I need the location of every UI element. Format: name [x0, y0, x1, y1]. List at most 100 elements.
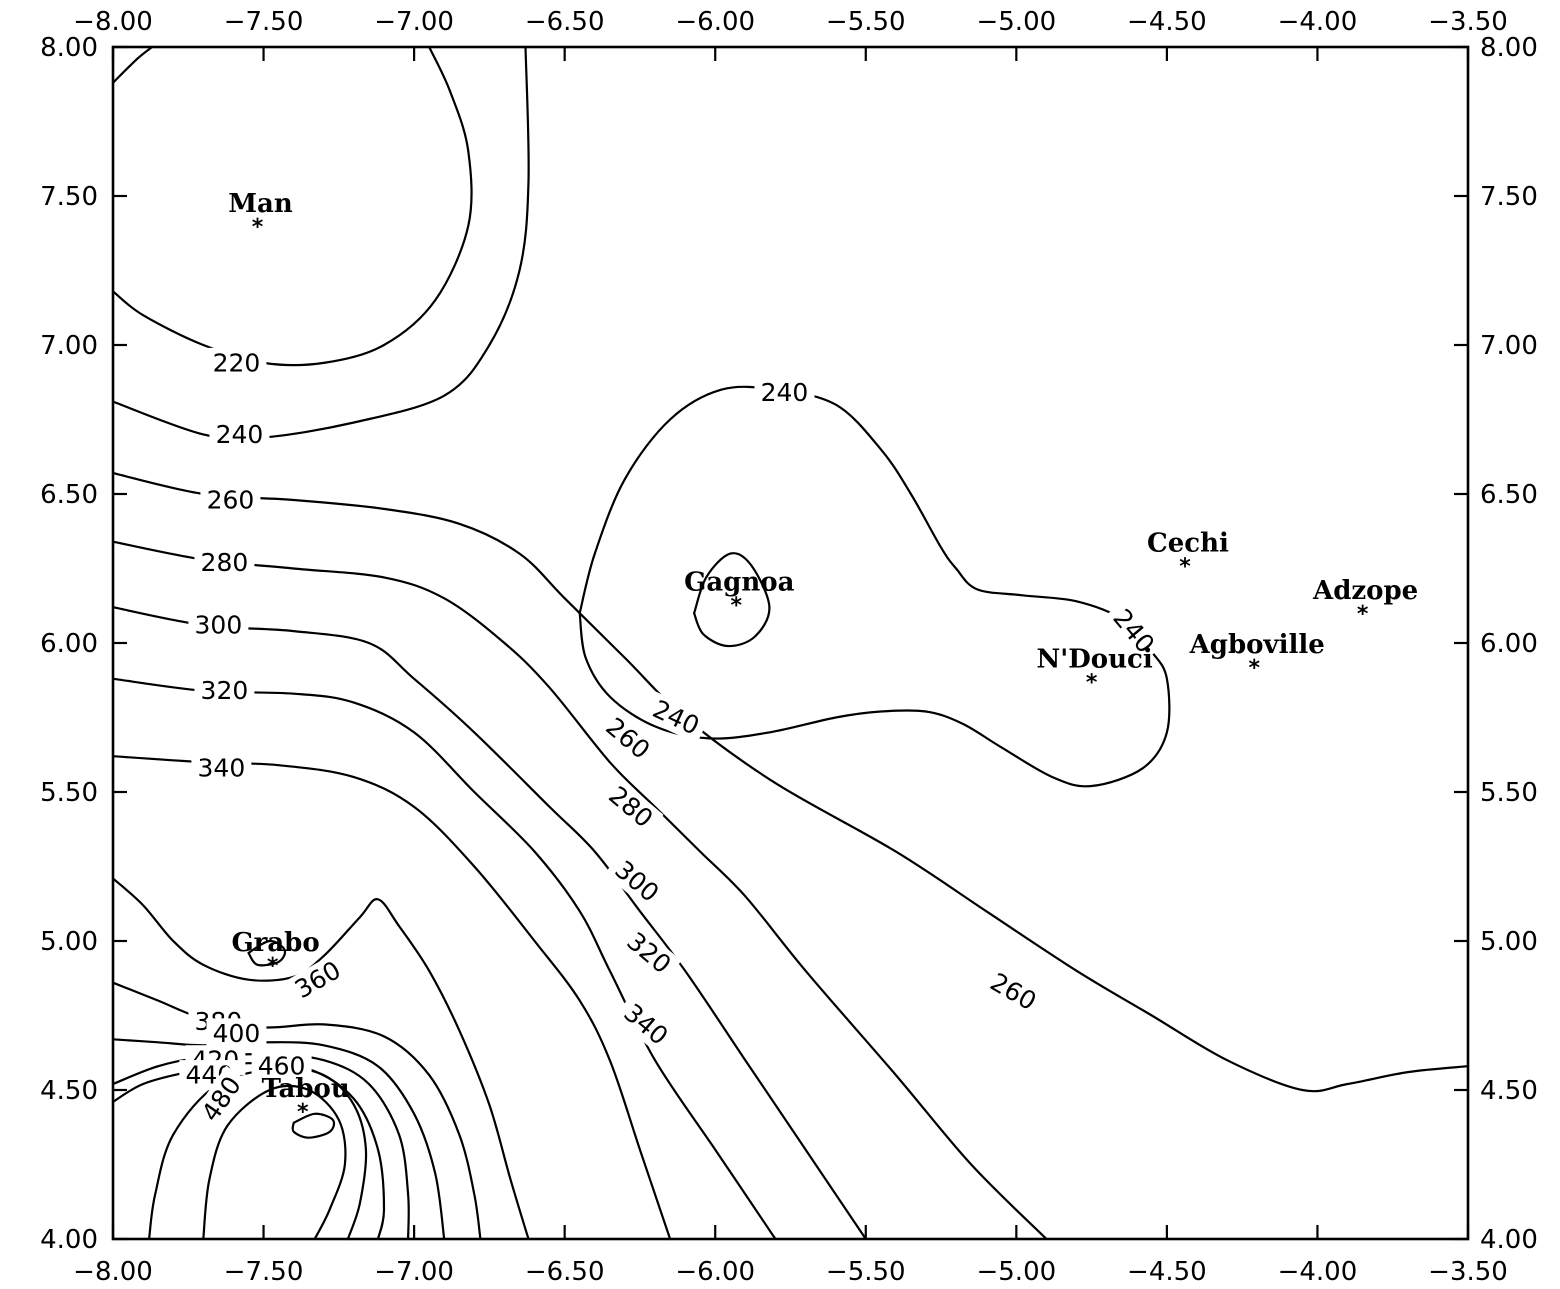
y-tick-label-left: 6.50 [40, 480, 98, 510]
station-label: Man [228, 189, 293, 219]
contour-label-240: 240 [761, 378, 809, 407]
contour-420 [111, 1053, 410, 1241]
contour-label-bg [979, 963, 1047, 1020]
y-tick-label-left: 5.00 [40, 927, 98, 957]
contour-label-260: 260 [207, 485, 255, 514]
y-tick-label-right: 5.00 [1480, 927, 1538, 957]
x-tick-label-bottom: −5.50 [826, 1257, 906, 1287]
contour-220 [111, 45, 473, 367]
station-label: Adzope [1312, 576, 1418, 606]
x-tick-label-top: −6.50 [525, 7, 605, 37]
contour-label-bg [284, 951, 352, 1008]
station-markers: *Man*Gagnoa*Cechi*Adzope*N'Douci *Agbovil… [228, 189, 1418, 1125]
x-tick-label-top: −8.00 [73, 7, 153, 37]
station-marker: * [1357, 602, 1369, 627]
contour-340 [111, 755, 672, 1241]
contour-label-bg [613, 993, 679, 1056]
contour-label-300: 300 [195, 611, 243, 640]
contour-label-bg [604, 850, 670, 913]
contour-label-bg [206, 1018, 267, 1049]
y-tick-label-left: 7.00 [40, 331, 98, 361]
contour-label-bg [194, 547, 255, 578]
contour-label-240: 240 [216, 420, 264, 449]
station-marker: * [297, 1100, 309, 1125]
x-tick-label-bottom: −3.50 [1428, 1257, 1508, 1287]
contour-label-bg [209, 419, 270, 450]
contour-400 [111, 1038, 446, 1241]
contour-label-bg [251, 1051, 312, 1082]
x-tick-label-bottom: −6.50 [525, 1257, 605, 1287]
station-marker: * [1179, 555, 1191, 580]
contour-label-bg [754, 377, 815, 408]
contour-label-bg [642, 691, 710, 744]
x-tick-label-bottom: −8.00 [73, 1257, 153, 1287]
x-tick-label-top: −7.50 [224, 7, 304, 37]
x-tick-label-bottom: −4.00 [1278, 1257, 1358, 1287]
contour-220 [111, 45, 154, 84]
contour-320 [111, 677, 777, 1241]
contour-label-280: 280 [201, 548, 249, 577]
contour-label-bg [598, 776, 664, 838]
contour-280 [111, 540, 1048, 1241]
contour-500 [291, 1112, 336, 1139]
contour-label-340: 340 [198, 754, 246, 783]
y-tick-label-right: 6.50 [1480, 480, 1538, 510]
contour-label-400: 400 [213, 1019, 261, 1048]
y-tick-label-left: 4.50 [40, 1076, 98, 1106]
y-tick-label-right: 4.50 [1480, 1076, 1538, 1106]
station-marker: * [1248, 656, 1260, 681]
contour-label-bg [191, 753, 252, 784]
x-tick-label-top: −5.00 [976, 7, 1056, 37]
x-tick-label-top: −7.00 [374, 7, 454, 37]
contour-480 [202, 1084, 347, 1241]
contour-260 [111, 472, 1470, 1093]
contour-label-bg [595, 707, 661, 770]
contour-label-220: 220 [213, 348, 261, 377]
contour-380 [111, 981, 482, 1241]
contour-label-bg [200, 484, 261, 515]
contour-label-bg [188, 610, 249, 641]
y-tick-label-right: 4.00 [1480, 1225, 1538, 1255]
contour-label-320: 320 [201, 676, 249, 705]
station-label: Agboville [1189, 630, 1325, 660]
contour-240 [111, 45, 530, 441]
contour-label-bg [206, 347, 267, 378]
contour-label-460: 460 [258, 1052, 306, 1081]
x-tick-label-top: −5.50 [826, 7, 906, 37]
x-tick-label-bottom: −5.00 [976, 1257, 1056, 1287]
y-tick-label-left: 8.00 [40, 33, 98, 63]
station-label: Gagnoa [684, 567, 794, 597]
x-tick-label-bottom: −7.00 [374, 1257, 454, 1287]
station-label: Cechi [1147, 529, 1229, 559]
x-tick-label-top: −4.00 [1278, 7, 1358, 37]
station-marker: * [1086, 671, 1098, 696]
contour-label-bg [194, 675, 255, 706]
y-tick-label-left: 7.50 [40, 182, 98, 212]
x-tick-label-bottom: −6.00 [675, 1257, 755, 1287]
station-marker: * [267, 954, 279, 979]
station-marker: * [731, 593, 743, 618]
station-label: N'Douci [1036, 645, 1152, 675]
contour-labels: 2202402602602602802803003003203203403403… [179, 347, 1165, 1133]
contour-label-bg [191, 1065, 251, 1133]
contour-380 [247, 939, 287, 967]
y-tick-label-right: 7.50 [1480, 182, 1538, 212]
x-tick-label-top: −4.50 [1127, 7, 1207, 37]
y-tick-label-right: 6.00 [1480, 629, 1538, 659]
y-tick-label-left: 6.00 [40, 629, 98, 659]
axis-ticks [111, 45, 1470, 1241]
station-marker: * [252, 215, 264, 240]
contour-360 [111, 877, 530, 1241]
x-tick-label-top: −3.50 [1428, 7, 1508, 37]
y-tick-label-right: 8.00 [1480, 33, 1538, 63]
station-label: Grabo [231, 928, 319, 958]
station-label: Tabou [262, 1074, 350, 1104]
y-tick-label-right: 5.50 [1480, 778, 1538, 808]
y-tick-label-left: 4.00 [40, 1225, 98, 1255]
contour-300 [111, 606, 867, 1241]
contour-label-bg [1102, 598, 1165, 664]
y-tick-label-left: 5.50 [40, 778, 98, 808]
x-tick-label-bottom: −7.50 [224, 1257, 304, 1287]
contour-220 [693, 552, 771, 648]
